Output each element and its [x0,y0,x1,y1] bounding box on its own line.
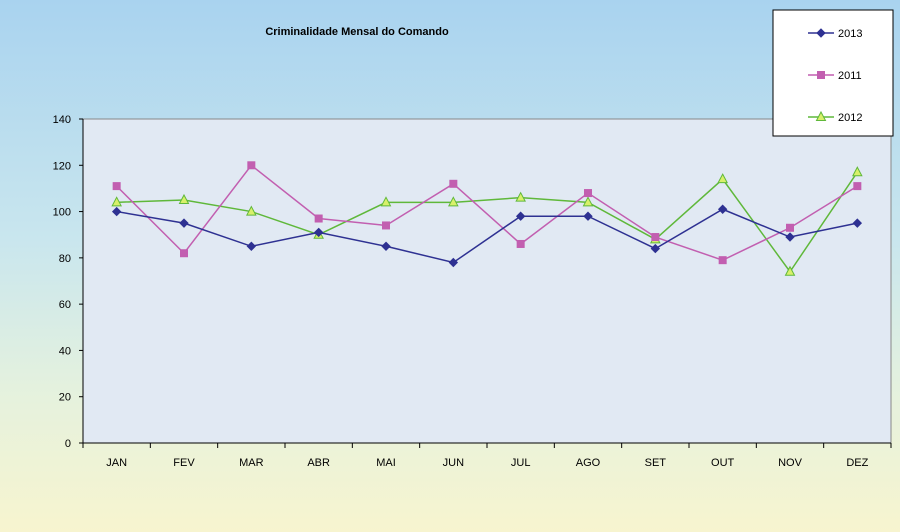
data-point-2012 [380,196,392,207]
series-2011 [112,161,862,265]
legend-item-2011: 2011 [808,70,862,82]
data-point-2011 [584,189,592,198]
data-point-2011 [516,239,525,248]
legend-box [772,9,894,137]
series-line-2012 [116,171,858,274]
data-point-2012 [852,166,863,177]
y-tick-label: 100 [53,207,71,219]
data-point-2012 [784,265,796,276]
data-point-2011 [180,249,188,258]
legend-label: 2012 [838,112,862,124]
data-point-2013 [313,227,324,238]
data-point-2013 [583,211,593,221]
data-point-2012 [582,196,594,207]
data-point-2011 [786,223,794,232]
x-tick-label: MAI [376,457,396,469]
data-point-2013 [650,243,661,254]
data-point-2012 [448,196,459,207]
data-point-2013 [717,204,728,214]
y-tick-label: 0 [65,438,71,450]
y-tick-label: 60 [59,299,71,311]
x-tick-label: NOV [778,457,803,469]
chart-title: Criminalidade Mensal do Comando [265,26,449,38]
data-point-2013 [381,241,391,251]
legend-item-2013: 2013 [808,28,862,40]
data-point-2013 [179,218,189,228]
x-tick-label: JUL [511,457,531,469]
x-tick-label: ABR [307,457,330,469]
series-line-2013 [116,208,858,264]
data-point-2011 [449,179,458,188]
data-point-2012 [717,173,728,184]
axes: 0 20 40 60 80 100 120 140 JAN FEV MAR ABR MAI JUN JUL A… [53,114,892,469]
y-tick-label: 120 [53,160,71,172]
series-layer [111,161,863,276]
x-tick-label: JUN [443,457,464,469]
x-tick-label: SET [645,457,667,469]
x-tick-label: DEZ [846,457,868,469]
data-point-2011 [247,161,256,170]
data-point-2011 [853,182,862,191]
x-tick-label: FEV [173,457,195,469]
x-tick-label: AGO [576,457,601,469]
legend-marker [817,71,825,79]
data-point-2011 [651,233,660,242]
data-point-2013 [852,218,863,228]
data-point-2011 [382,221,390,230]
data-point-2012 [178,193,190,204]
legend: 2013 2011 2012 [772,9,894,137]
series-2013 [111,204,863,268]
data-point-2011 [314,214,323,223]
data-point-2011 [112,182,121,191]
data-point-2013 [111,206,122,217]
x-tick-label: MAR [239,457,264,469]
y-tick-label: 140 [53,114,71,126]
series-line-2011 [116,164,858,261]
legend-label: 2013 [838,28,862,40]
data-point-2013 [246,241,257,251]
x-tick-label: JAN [106,457,127,469]
legend-marker [816,28,826,38]
data-point-2011 [718,256,727,265]
plot-area [82,118,892,444]
data-point-2012 [246,205,257,216]
y-tick-label: 20 [59,392,71,404]
data-point-2013 [448,257,459,268]
y-tick-label: 40 [59,345,71,357]
data-point-2012 [515,191,526,202]
data-point-2012 [111,196,122,207]
y-tick-label: 80 [59,253,71,265]
x-tick-label: OUT [711,457,735,469]
data-point-2013 [515,211,526,221]
legend-label: 2011 [838,70,862,82]
data-point-2013 [785,232,795,242]
legend-item-2012: 2012 [808,110,862,124]
legend-marker [815,110,827,121]
